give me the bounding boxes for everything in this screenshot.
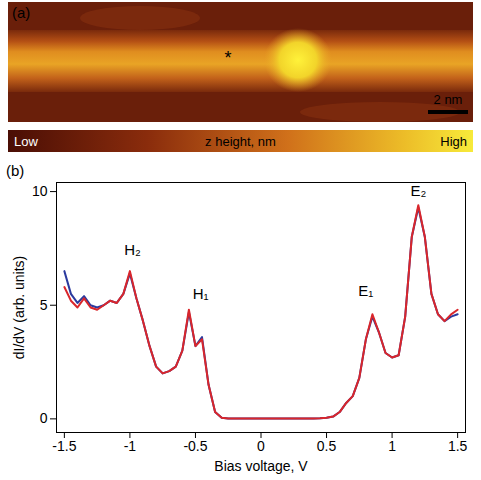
svg-text:z height, nm: z height, nm	[205, 134, 276, 149]
html-text:(b): (b)	[6, 162, 25, 179]
svg-text:High: High	[440, 134, 467, 149]
svg-text:0.5: 0.5	[317, 438, 337, 454]
svg-text:0: 0	[257, 438, 265, 454]
svg-text:H₁: H₁	[193, 285, 209, 302]
svg-text:1.5: 1.5	[448, 438, 468, 454]
svg-text:-0.5: -0.5	[183, 438, 207, 454]
svg-text:Bias voltage, V: Bias voltage, V	[214, 458, 308, 474]
svg-text:*: *	[224, 48, 231, 68]
svg-text:10: 10	[32, 183, 48, 199]
svg-text:E₁: E₁	[358, 282, 373, 299]
svg-text:-1.5: -1.5	[52, 438, 76, 454]
svg-text:dI/dV (arb. units): dI/dV (arb. units)	[11, 256, 27, 360]
svg-text:0: 0	[40, 410, 48, 426]
svg-text:Low: Low	[14, 134, 38, 149]
svg-text:5: 5	[40, 297, 48, 313]
svg-text:2 nm: 2 nm	[434, 92, 463, 107]
svg-text:H₂: H₂	[124, 241, 141, 258]
svg-text:1: 1	[388, 438, 396, 454]
svg-text:E₂: E₂	[410, 182, 426, 199]
svg-text:-1: -1	[124, 438, 137, 454]
svg-text:(a): (a)	[12, 4, 30, 21]
